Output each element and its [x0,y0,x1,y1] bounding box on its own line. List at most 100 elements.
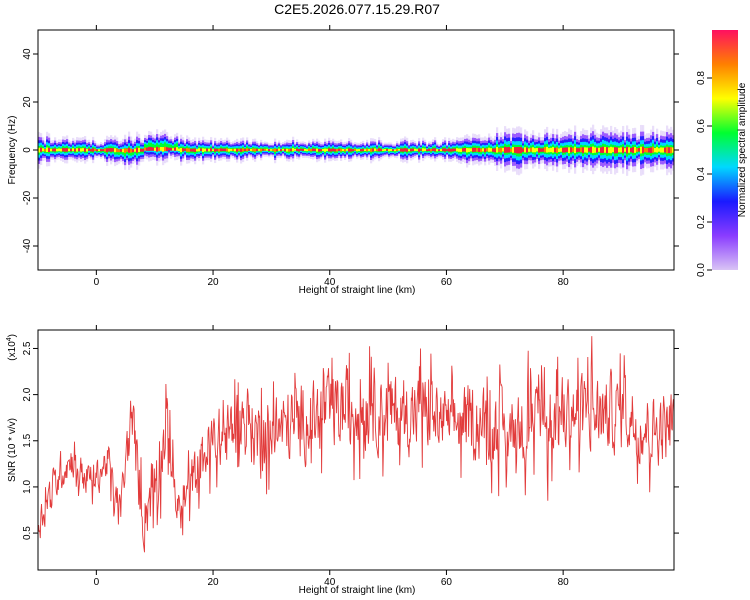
band-core-cell [276,149,279,152]
snr-frame [37,329,675,571]
band-core-cell [464,147,467,152]
band-core-cell [588,147,591,152]
band-core-cell [556,147,559,153]
band-core-cell [408,149,411,152]
band-core-cell [622,146,625,154]
band-core-cell [38,147,41,153]
band-cell [176,143,179,150]
band-core-cell [548,148,551,153]
band-core-cell [126,148,129,152]
band-core-cell [334,148,337,152]
band-core-cell [634,147,637,153]
band-cell [160,142,163,150]
band-core-cell [666,146,669,154]
snr-xtick-label: 80 [558,577,570,588]
snr-xtick-label: 20 [207,577,219,588]
band-core-cell [50,148,53,152]
band-core-cell [232,148,235,152]
band-core-cell [432,148,435,151]
band-core-cell [222,148,225,152]
spectrogram-xlabel: Height of straight line (km) [299,285,416,296]
spectrogram-ytick-label: 20 [22,96,33,108]
band-core-cell [254,148,257,152]
band-core-cell [586,147,589,153]
band-core-cell [526,147,529,153]
band-core-cell [306,149,309,152]
band-core-cell [348,148,351,152]
band-core-cell [374,148,377,152]
band-core-cell [188,148,191,152]
band-core-cell [564,147,567,153]
svg-text:(x104): (x104) [6,334,18,361]
band-core-cell [490,148,493,152]
band-core-cell [656,147,659,153]
snr-series-line [38,336,674,553]
band-core-cell [46,147,49,153]
band-cell [118,149,121,156]
band-core-cell [454,148,457,152]
band-core-cell [70,148,73,152]
snr-xtick-label: 0 [94,577,100,588]
band-core-cell [336,148,339,152]
band-core-cell [668,147,671,154]
band-core-cell [148,146,151,151]
band-core-cell [240,148,243,152]
band-core-cell [140,148,143,152]
band-core-cell [68,148,71,152]
band-core-cell [300,148,303,151]
band-core-cell [228,148,231,152]
band-core-cell [214,148,217,152]
spectrogram-panel: 0 20 40 60 80 40 20 0 -20 -40 Height of straight … [7,25,679,296]
band-core-cell [54,148,57,152]
band-core-cell [298,149,301,152]
band-cell [172,145,175,151]
band-core-cell [218,148,221,152]
band-core-cell [412,148,415,152]
band-core-cell [120,149,123,152]
band-core-cell [110,148,113,152]
band-core-cell [500,147,503,153]
band-core-cell [196,149,199,152]
band-core-cell [178,148,181,152]
spectrogram-xtick-label: 40 [324,277,336,288]
band-core-cell [72,148,75,152]
band-cell [132,149,135,156]
band-core-cell [516,147,519,154]
spectrogram-xtick-label: 80 [558,277,570,288]
band-core-cell [598,147,601,152]
band-core-cell [284,148,287,152]
band-core-cell [660,147,663,153]
band-cell [174,144,177,151]
band-core-cell [326,148,329,152]
band-core-cell [128,147,131,153]
band-core-cell [84,148,87,152]
band-core-cell [460,148,463,152]
band-core-cell [420,149,423,151]
band-core-cell [96,149,99,152]
band-core-cell [366,148,369,152]
band-core-cell [644,148,647,153]
band-core-cell [106,148,109,153]
band-core-cell [612,147,615,153]
band-core-cell [304,148,307,151]
band-core-cell [672,147,674,153]
band-core-cell [550,147,553,153]
band-core-cell [544,147,547,153]
band-core-cell [558,148,561,153]
band-core-cell [172,148,175,151]
band-core-cell [100,149,103,152]
colorbar-tick-label: 0.4 [696,167,707,181]
band-core-cell [296,148,299,152]
figure-title: C2E5.2026.077.15.29.R07 [274,1,440,17]
snr-scale-prefix: (x10 [7,341,18,361]
snr-xtick-label: 40 [324,577,336,588]
snr-ytick-label: 0.5 [22,526,33,540]
band-core-cell [340,148,343,152]
band-core-cell [292,148,295,152]
band-core-cell [614,147,617,154]
band-core-cell [488,147,491,152]
band-core-cell [628,147,631,153]
band-core-cell [616,147,619,154]
spectrogram-xtick-label: 0 [94,277,100,288]
band-core-cell [472,147,475,152]
